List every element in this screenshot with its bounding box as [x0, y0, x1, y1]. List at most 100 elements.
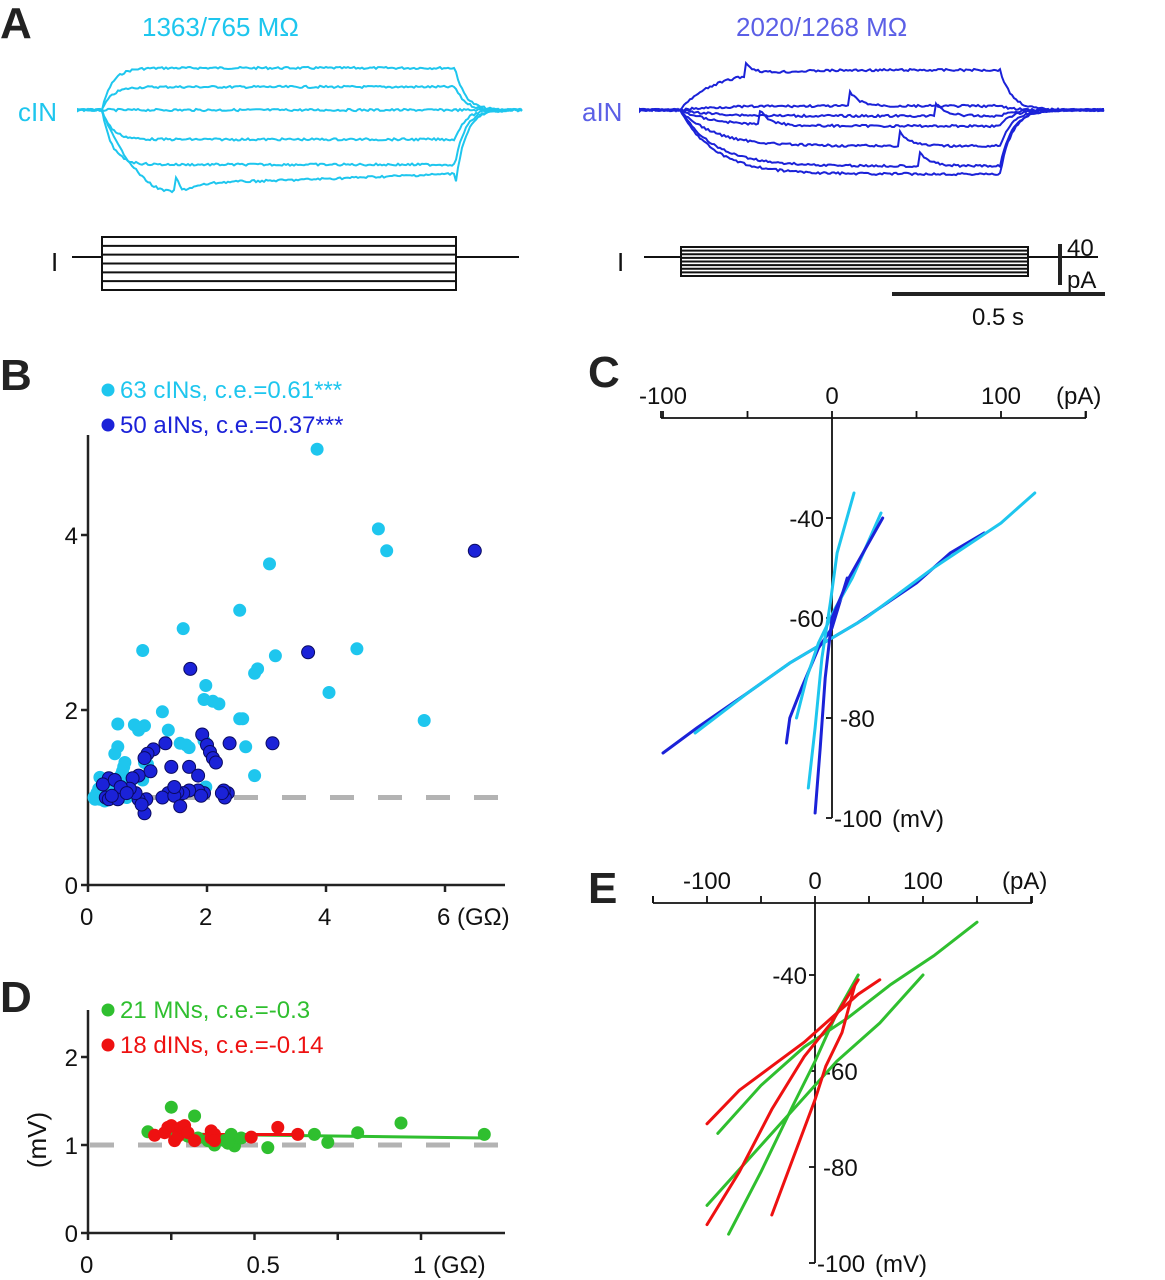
y-tick-label: 1: [65, 1133, 78, 1160]
data-point: [291, 1127, 305, 1141]
cin-trace-label: cIN: [18, 97, 57, 127]
legend-d: 21 MNs, c.e.=-0.3 18 dINs, c.e.=-0.14: [101, 997, 323, 1059]
data-point: [143, 764, 158, 779]
data-point: [263, 557, 276, 571]
legend-marker: [101, 1003, 115, 1017]
legend-marker: [101, 418, 115, 432]
x-tick-label: 6 (GΩ): [437, 904, 510, 931]
data-point: [155, 790, 170, 805]
data-point: [95, 777, 110, 792]
x-tick-label: 0: [80, 1252, 93, 1279]
data-point: [132, 723, 146, 737]
data-point: [173, 799, 188, 814]
data-point: [234, 1131, 248, 1145]
data-point: [188, 1134, 202, 1148]
data-point: [467, 543, 482, 558]
legend-label: 50 aINs, c.e.=0.37***: [120, 412, 343, 439]
y-axis-unit: (mV): [875, 1251, 927, 1278]
ain-resistance-title: 2020/1268 MΩ: [736, 12, 907, 42]
cin-voltage-trace: [77, 107, 523, 167]
data-point: [236, 712, 250, 726]
panel-a-cin: 1363/765 MΩ cIN I: [18, 12, 523, 291]
ain-stimulus-label: I: [617, 247, 624, 277]
data-point: [119, 786, 134, 801]
data-point: [371, 522, 385, 536]
y-axis-unit: (mV): [892, 806, 944, 833]
panel-c-iv: -100 0 100 (pA) -40 -60 -80 -100 (mV): [639, 383, 1101, 833]
ain-voltage-traces: [639, 60, 1105, 177]
data-point: [268, 649, 282, 663]
data-point: [351, 1126, 365, 1140]
y-tick-label: -100: [834, 806, 882, 833]
data-point: [194, 788, 209, 803]
data-point: [137, 751, 152, 766]
panel-letter-b: B: [0, 351, 32, 400]
time-scale-label: 0.5 s: [972, 304, 1024, 331]
data-point: [88, 792, 102, 806]
y-tick-label: 4: [65, 523, 78, 550]
ain-stimulus-steps: [644, 246, 1098, 277]
data-point: [248, 769, 262, 783]
cin-voltage-trace: [77, 65, 523, 112]
iv-curve: [727, 973, 860, 1236]
x-tick-label: -100: [683, 868, 731, 895]
iv-curve: [705, 978, 882, 1126]
data-point: [310, 442, 324, 456]
data-point: [104, 788, 119, 803]
x-tick-label: 4: [318, 904, 331, 931]
iv-curve: [716, 920, 979, 1135]
cin-voltage-trace: [77, 107, 523, 113]
data-point: [188, 1109, 202, 1123]
data-point: [164, 1100, 178, 1114]
ain-voltage-trace: [639, 107, 1105, 169]
y-tick-label: 0: [65, 1221, 78, 1248]
data-point: [148, 1128, 162, 1142]
y-tick-label: -40: [789, 506, 824, 533]
panel-letter-c: C: [588, 348, 620, 397]
panel-d-scatter: 21 MNs, c.e.=-0.3 18 dINs, c.e.=-0.14 0 1 2…: [22, 997, 505, 1279]
panel-letter-a: A: [0, 0, 32, 48]
y-tick-label: -40: [772, 963, 807, 990]
panel-e-iv: -100 0 100 (pA) -40 -60 -80 -100 (mV): [652, 868, 1047, 1278]
data-point: [173, 736, 187, 750]
ain-voltage-trace: [639, 60, 1105, 113]
ain-voltage-trace: [639, 88, 1105, 113]
x-tick-label: 0.5: [247, 1252, 280, 1279]
y-axis-label-d: (mV): [22, 1112, 52, 1168]
data-point: [394, 1116, 408, 1130]
x-tick-label: 1 (GΩ): [413, 1252, 486, 1279]
iv-curve: [693, 491, 1037, 735]
y-tick-label: -80: [823, 1155, 858, 1182]
data-point: [307, 1127, 321, 1141]
x-tick-label: 2: [199, 904, 212, 931]
data-point: [161, 723, 175, 737]
y-tick-label: -60: [823, 1059, 858, 1086]
cin-resistance-title: 1363/765 MΩ: [142, 12, 299, 42]
x-tick-label: 0: [808, 868, 821, 895]
iv-curve: [813, 516, 885, 815]
panel-a-ain: 2020/1268 MΩ aIN I 40 pA 0.5 s: [582, 12, 1105, 331]
x-tick-label: 100: [981, 383, 1021, 410]
iv-curve: [770, 983, 857, 1217]
data-point: [134, 797, 149, 812]
cin-voltage-trace: [77, 107, 522, 142]
iv-curve: [806, 491, 856, 790]
data-point: [214, 786, 229, 801]
data-point: [136, 644, 150, 657]
data-point: [155, 705, 169, 719]
data-point: [158, 736, 173, 751]
x-tick-label: 0: [80, 904, 93, 931]
data-point: [212, 697, 226, 711]
data-point: [244, 1130, 258, 1144]
cin-voltage-trace: [77, 107, 523, 194]
data-point: [183, 661, 198, 676]
y-tick-label: -60: [789, 606, 824, 633]
plot-e: -100 0 100 (pA) -40 -60 -80 -100 (mV): [652, 868, 1047, 1278]
panel-letter-d: D: [0, 973, 32, 1022]
data-point: [208, 1134, 221, 1148]
data-point: [350, 642, 364, 656]
plot-b: 0 2 4 0 2 4 6 (GΩ): [65, 435, 510, 931]
ain-voltage-trace: [639, 107, 1104, 129]
ain-trace-label: aIN: [582, 97, 622, 127]
ain-voltage-trace: [639, 107, 1105, 149]
